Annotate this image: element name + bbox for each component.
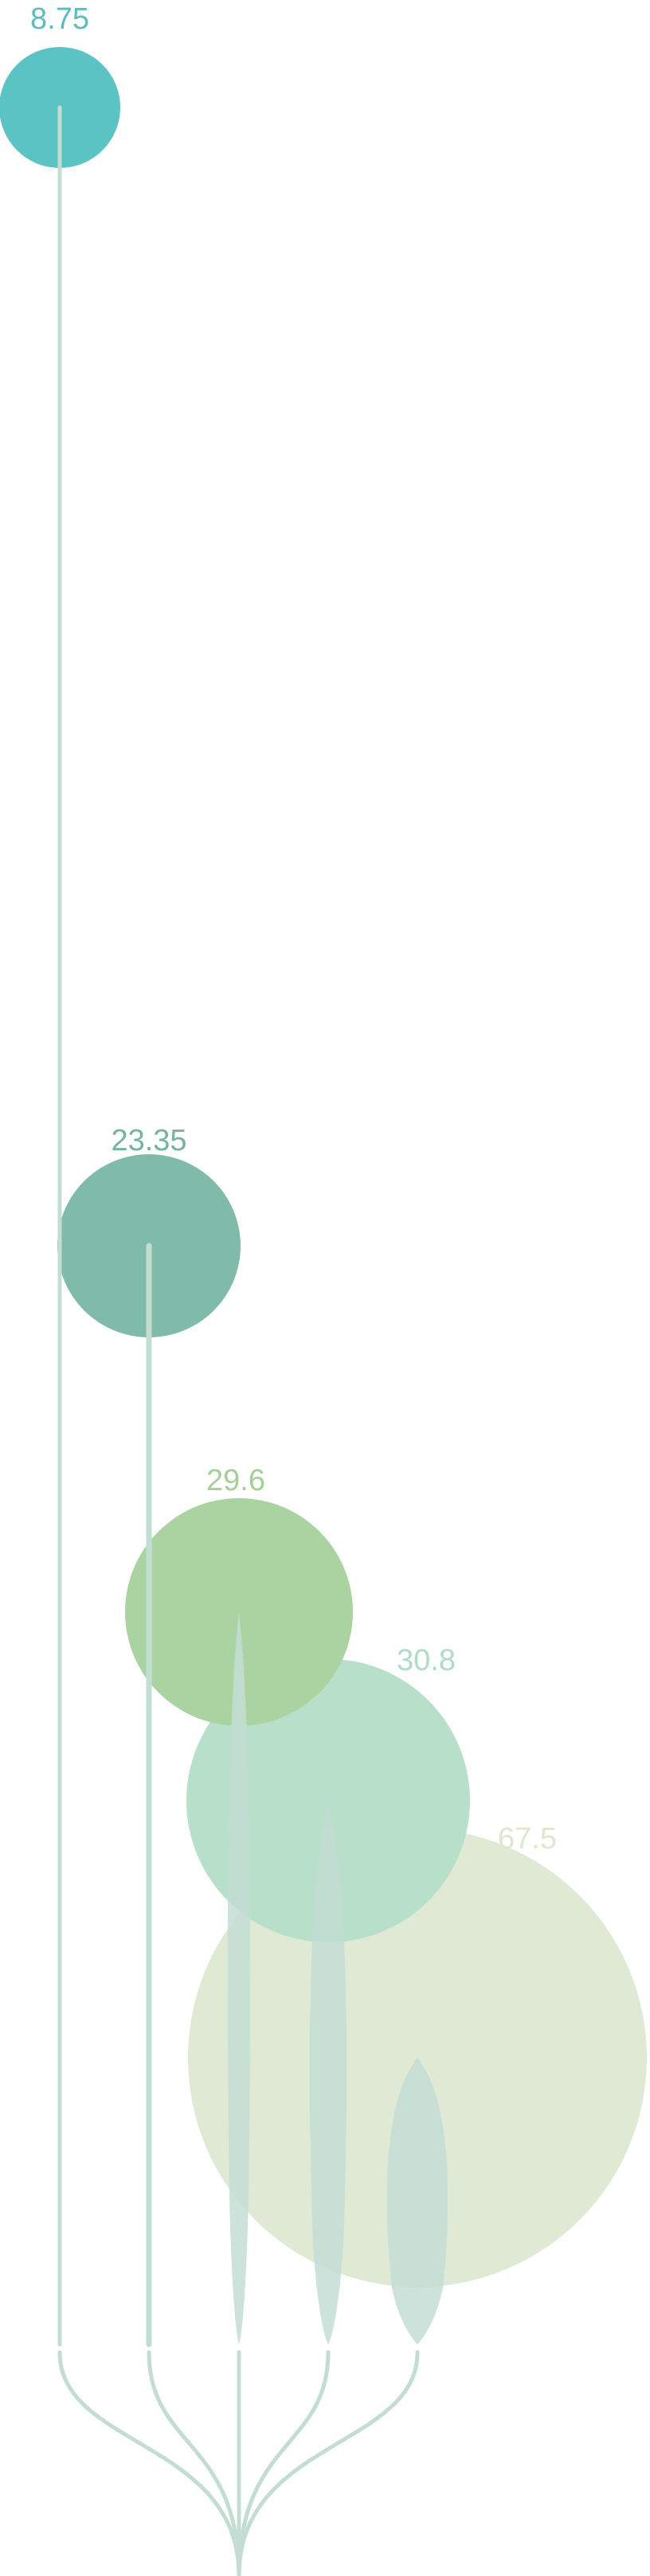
stem-3: [227, 1612, 251, 2344]
stem-4: [309, 1801, 347, 2344]
root-connector-2: [147, 2350, 241, 2576]
value-label-1: 8.75: [30, 2, 89, 36]
root-connector-4: [237, 2350, 331, 2576]
value-label-5: 67.5: [498, 1822, 557, 1856]
stem-5: [386, 2058, 448, 2344]
value-label-3: 29.6: [206, 1464, 265, 1497]
value-label-2: 23.35: [111, 1124, 186, 1157]
root-connector-5: [237, 2350, 420, 2576]
value-label-4: 30.8: [397, 1644, 456, 1677]
root-connector-1: [57, 2350, 241, 2576]
